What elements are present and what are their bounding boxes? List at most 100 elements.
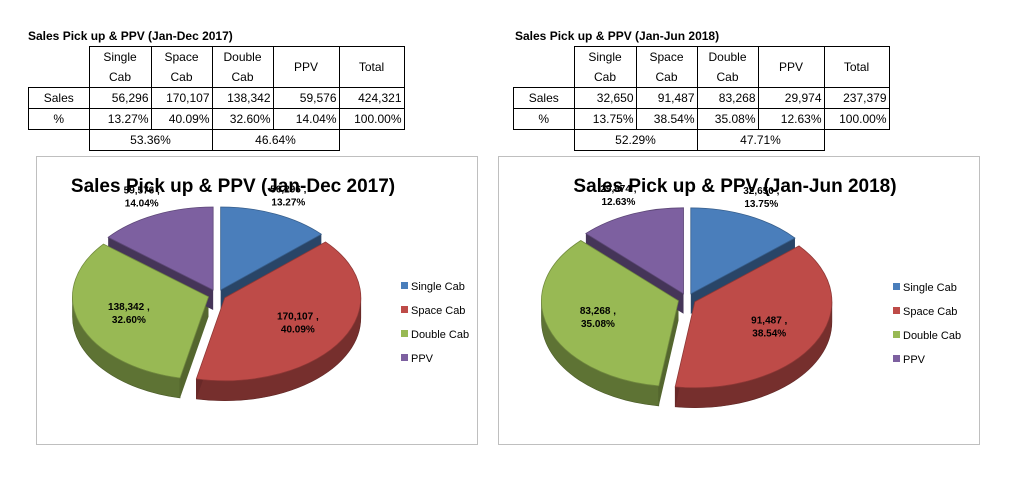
legend-swatch	[893, 355, 900, 362]
legend-swatch	[893, 307, 900, 314]
column-header: Double Cab	[211, 46, 274, 88]
pie-chart: Sales Pick up & PPV (Jan-Dec 2017)56,296…	[71, 176, 469, 402]
group-percentage: 46.64%	[211, 129, 340, 151]
pie-slice-edge	[180, 296, 209, 398]
column-header-line: PPV	[293, 60, 318, 74]
data-label: 83,268 ,	[580, 306, 616, 317]
data-label: 91,487 ,	[751, 315, 787, 326]
table-cell: 32.60%	[211, 108, 274, 130]
column-header-line: Double	[223, 50, 262, 64]
table-title: Sales Pick up & PPV (Jan-Jun 2018)	[515, 29, 720, 43]
column-header: Space Cab	[635, 46, 698, 88]
pie-slice-space-cab	[674, 245, 833, 389]
data-label: 13.75%	[744, 199, 778, 210]
data-label: 38.54%	[752, 328, 786, 339]
data-label: 40.09%	[281, 324, 315, 335]
table-cell: 59,576	[272, 87, 340, 109]
column-header-line: Space	[649, 50, 684, 64]
legend-label: Single Cab	[411, 281, 465, 293]
data-label: 29,974 ,	[600, 184, 636, 195]
column-header-line: Space	[164, 50, 199, 64]
legend-label: Single Cab	[903, 282, 957, 294]
table-cell: 13.75%	[573, 108, 637, 130]
table-title: Sales Pick up & PPV (Jan-Dec 2017)	[28, 29, 233, 43]
column-header: Double Cab	[696, 46, 759, 88]
table-row: % 13.75% 38.54% 35.08% 12.63% 100.00%	[513, 108, 890, 130]
column-header-line: Cab	[108, 70, 131, 84]
legend-swatch	[401, 330, 408, 337]
column-header: PPV	[272, 46, 340, 88]
pie-slice-ppv	[107, 206, 214, 291]
data-label: 14.04%	[125, 199, 159, 210]
pie-chart-frame: Sales Pick up & PPV (Jan-Dec 2017) 56,296…	[36, 156, 478, 445]
data-label: 170,107 ,	[277, 311, 319, 322]
table-cell: 237,379	[823, 87, 890, 109]
legend-swatch	[893, 331, 900, 338]
group-percentage: 53.36%	[88, 129, 213, 151]
column-header: Total	[338, 46, 405, 88]
column-header-line: PPV	[778, 60, 803, 74]
table-cell: 40.09%	[150, 108, 213, 130]
table-blank	[514, 130, 575, 151]
table-cell: 83,268	[696, 87, 759, 109]
chart-title: Sales Pick up & PPV (Jan-Dec 2017)	[71, 176, 395, 197]
pie-slice-edge	[658, 300, 679, 406]
column-header-line: Single	[103, 50, 137, 64]
column-header: Single Cab	[88, 46, 152, 88]
chart-title: Sales Pick up & PPV (Jan-Jun 2018)	[573, 176, 896, 197]
column-header-line: Single	[588, 50, 622, 64]
row-label: Sales	[513, 87, 575, 109]
table-cell: 91,487	[635, 87, 698, 109]
table-row: Sales 32,650 91,487 83,268 29,974 237,379	[513, 87, 890, 109]
legend-swatch	[401, 354, 408, 361]
table-cell: 29,974	[757, 87, 825, 109]
row-label: %	[513, 108, 575, 130]
data-label: 32,650 ,	[743, 186, 779, 197]
column-header-line: Total	[843, 60, 870, 74]
data-label: 56,296 ,	[270, 185, 306, 196]
table-cell: 14.04%	[272, 108, 340, 130]
column-header: Single Cab	[573, 46, 637, 88]
legend-label: Space Cab	[903, 306, 957, 318]
table-cell: 12.63%	[757, 108, 825, 130]
data-label: 59,576 ,	[124, 186, 160, 197]
pie-chart-frame: Sales Pick up & PPV (Jan-Jun 2018) 32,650…	[498, 156, 980, 445]
pie-chart: Sales Pick up & PPV (Jan-Jun 2018)32,650…	[541, 176, 961, 409]
table-blank	[29, 130, 90, 151]
legend-label: Double Cab	[411, 329, 469, 341]
data-label: 35.08%	[581, 319, 615, 330]
table-cell: 424,321	[338, 87, 405, 109]
table-blank	[339, 130, 404, 151]
pie-slice-double-cab	[541, 240, 679, 387]
column-header: Space Cab	[150, 46, 213, 88]
data-label: 13.27%	[271, 198, 305, 209]
column-header: Total	[823, 46, 890, 88]
row-label: Sales	[28, 87, 90, 109]
pie-slice-space-cab	[195, 241, 362, 382]
table-cell: 138,342	[211, 87, 274, 109]
table-cell: 13.27%	[88, 108, 152, 130]
table-cell: 170,107	[150, 87, 213, 109]
legend-swatch	[401, 306, 408, 313]
column-header-line: Cab	[231, 70, 254, 84]
data-label: 32.60%	[112, 315, 146, 326]
legend-swatch	[893, 283, 900, 290]
pie-slice-single-cab	[690, 207, 796, 295]
table-cell: 100.00%	[338, 108, 405, 130]
table-corner	[514, 47, 575, 88]
legend-label: Space Cab	[411, 305, 465, 317]
data-label: 12.63%	[601, 197, 635, 208]
group-percentage: 52.29%	[573, 129, 698, 151]
table-blank	[824, 130, 889, 151]
table-cell: 100.00%	[823, 108, 890, 130]
column-header-line: Cab	[170, 70, 193, 84]
table-cell: 32,650	[573, 87, 637, 109]
column-header-line: Cab	[593, 70, 616, 84]
table-cell: 35.08%	[696, 108, 759, 130]
legend-label: Double Cab	[903, 330, 961, 342]
sales-table: Single Cab Space Cab Double Cab PPV Total Sales 3…	[513, 46, 890, 151]
column-header-line: Cab	[655, 70, 678, 84]
table-row: % 13.27% 40.09% 32.60% 14.04% 100.00%	[28, 108, 405, 130]
pie-slice-double-cab	[72, 243, 209, 379]
pie-slice-single-cab	[220, 206, 323, 291]
